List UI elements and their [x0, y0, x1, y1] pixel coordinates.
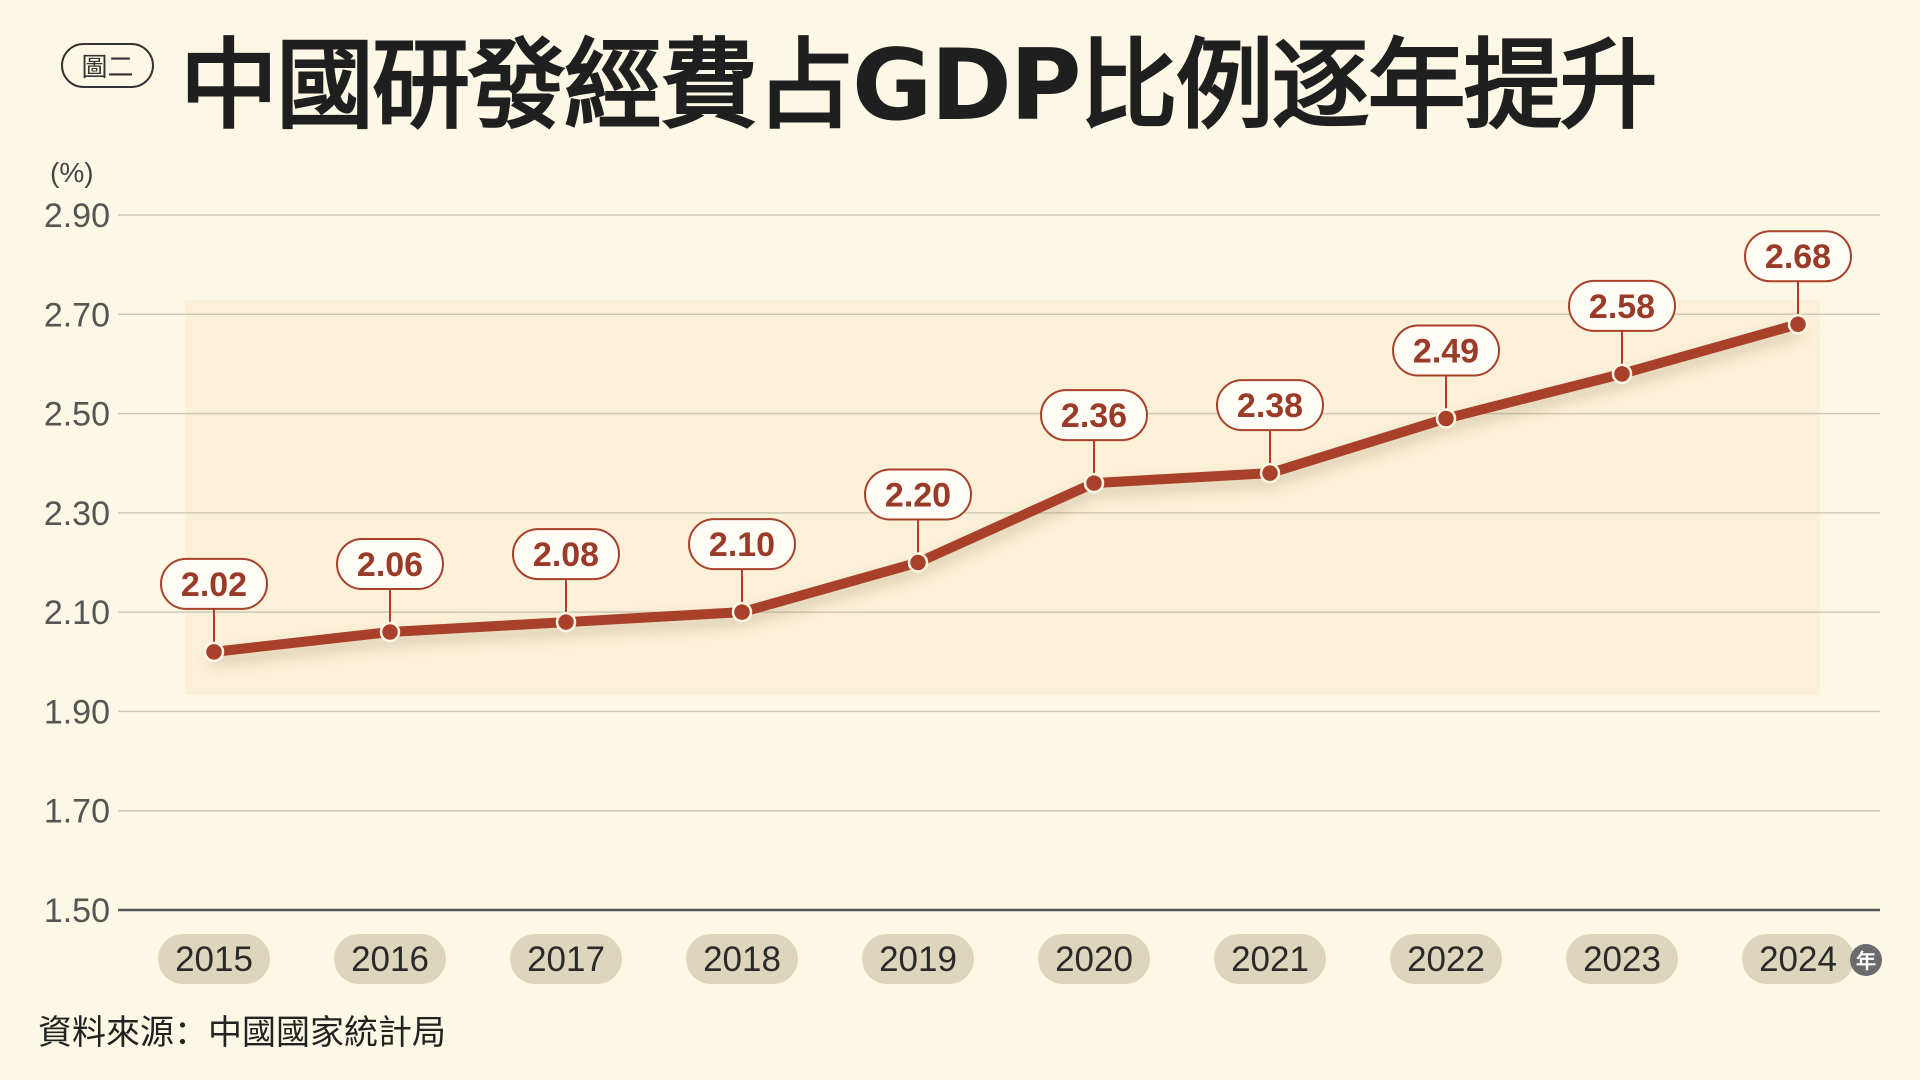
value-label-box	[160, 557, 268, 610]
x-tick-badge	[334, 934, 446, 984]
x-tick-badge	[686, 934, 798, 984]
y-tick-label: 1.50	[44, 892, 110, 930]
data-point	[1787, 313, 1809, 335]
x-tick-label: 2016	[351, 940, 429, 979]
x-axis-unit: 年	[1856, 949, 1876, 973]
value-label-box	[1216, 379, 1324, 432]
data-point	[379, 621, 401, 643]
x-tick-label: 2018	[703, 940, 781, 979]
x-unit-badge	[1850, 944, 1882, 976]
x-tick-badge	[1566, 934, 1678, 984]
x-tick-label: 2017	[527, 940, 605, 979]
value-label-box	[1744, 230, 1852, 283]
x-tick-label: 2024	[1759, 940, 1837, 979]
value-label-box	[1392, 324, 1500, 377]
x-tick-label: 2023	[1583, 940, 1661, 979]
data-point	[1435, 408, 1457, 429]
x-tick-badge	[1742, 934, 1854, 984]
x-tick-label: 2022	[1407, 940, 1485, 979]
chart-title: 中國研發經費占GDP比例逐年提升	[180, 29, 1658, 143]
value-label-box	[1040, 389, 1148, 442]
y-tick-label: 1.70	[44, 793, 110, 831]
data-point	[1083, 472, 1105, 494]
value-label: 2.20	[885, 477, 951, 515]
plot-highlight-band	[185, 300, 1820, 695]
value-label: 2.49	[1413, 333, 1479, 371]
x-tick-badge	[1038, 934, 1150, 984]
y-tick-label: 1.90	[44, 693, 110, 731]
x-tick-label: 2019	[879, 940, 957, 979]
y-tick-label: 2.30	[44, 495, 110, 533]
value-label: 2.08	[533, 536, 599, 574]
data-point	[203, 641, 225, 663]
value-label-box	[512, 528, 620, 581]
y-tick-label: 2.50	[44, 396, 110, 434]
y-tick-label: 2.10	[44, 594, 110, 632]
data-point	[731, 601, 753, 623]
series-line	[209, 319, 1803, 657]
x-tick-badge	[862, 934, 974, 984]
value-label: 2.68	[1765, 238, 1831, 276]
data-point	[1259, 462, 1281, 484]
x-tick-label: 2015	[175, 940, 253, 979]
value-label: 2.10	[709, 526, 775, 564]
y-tick-label: 2.70	[44, 296, 110, 334]
x-tick-badge	[1214, 934, 1326, 984]
value-label: 2.38	[1237, 387, 1303, 425]
data-point	[907, 552, 929, 573]
value-label-box	[688, 518, 796, 571]
data-point	[555, 611, 577, 633]
value-label: 2.58	[1589, 288, 1655, 326]
x-tick-badge	[158, 934, 270, 984]
data-point	[1611, 363, 1633, 385]
value-label-box	[1568, 279, 1676, 332]
value-label-box	[864, 468, 972, 521]
source-note: 資料來源：中國國家統計局	[38, 1013, 446, 1053]
x-tick-badge	[510, 934, 622, 984]
figure-label-badge: 圖二	[61, 43, 154, 88]
value-label-box	[336, 538, 444, 590]
value-label: 2.36	[1061, 397, 1127, 435]
x-tick-label: 2020	[1055, 940, 1133, 979]
value-label: 2.02	[181, 566, 247, 604]
y-axis-unit: (%)	[50, 157, 94, 188]
x-tick-label: 2021	[1231, 940, 1309, 979]
value-label: 2.06	[357, 546, 423, 584]
x-tick-badge	[1390, 934, 1502, 984]
y-tick-label: 2.90	[44, 197, 110, 235]
